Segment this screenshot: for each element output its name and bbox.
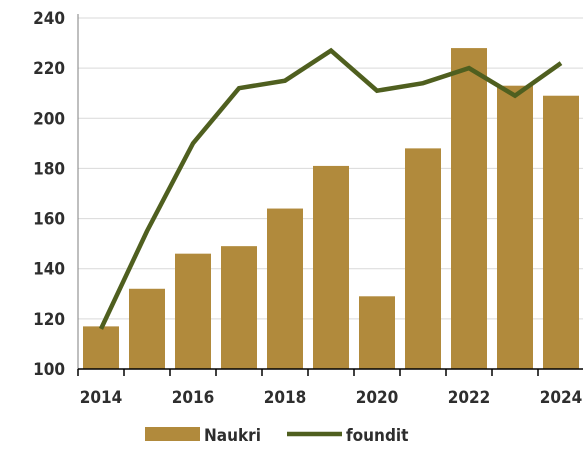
x-tick-label: 2022 [448, 388, 491, 408]
bar-naukri [83, 326, 119, 369]
y-tick-label: 140 [33, 260, 65, 280]
y-tick-label: 160 [33, 210, 65, 230]
legend-label-foundit: foundit [346, 426, 408, 445]
bar-naukri [267, 208, 303, 369]
y-tick-label: 100 [33, 360, 65, 380]
x-tick-label: 2024 [540, 388, 583, 408]
bar-naukri [221, 246, 257, 369]
legend-swatch-naukri [145, 427, 200, 441]
legend-label-naukri: Naukri [204, 426, 261, 445]
y-tick-label: 200 [33, 109, 65, 129]
line-foundit [98, 47, 563, 330]
bar-naukri [497, 85, 533, 369]
bar-naukri [451, 48, 487, 369]
x-tick-label: 2020 [356, 388, 399, 408]
y-tick-label: 120 [33, 310, 65, 330]
bar-naukri [313, 165, 349, 369]
bar-naukri [129, 288, 165, 369]
bar-naukri [543, 95, 579, 369]
x-tick-label: 2016 [172, 388, 215, 408]
y-tick-label: 220 [33, 59, 65, 79]
y-tick-label: 180 [33, 159, 65, 179]
x-tick-label: 2014 [80, 388, 123, 408]
bar-naukri [359, 296, 395, 369]
bar-naukri [175, 253, 211, 369]
y-tick-label: 240 [33, 9, 65, 29]
x-tick-label: 2018 [264, 388, 307, 408]
bar-naukri [405, 148, 441, 369]
